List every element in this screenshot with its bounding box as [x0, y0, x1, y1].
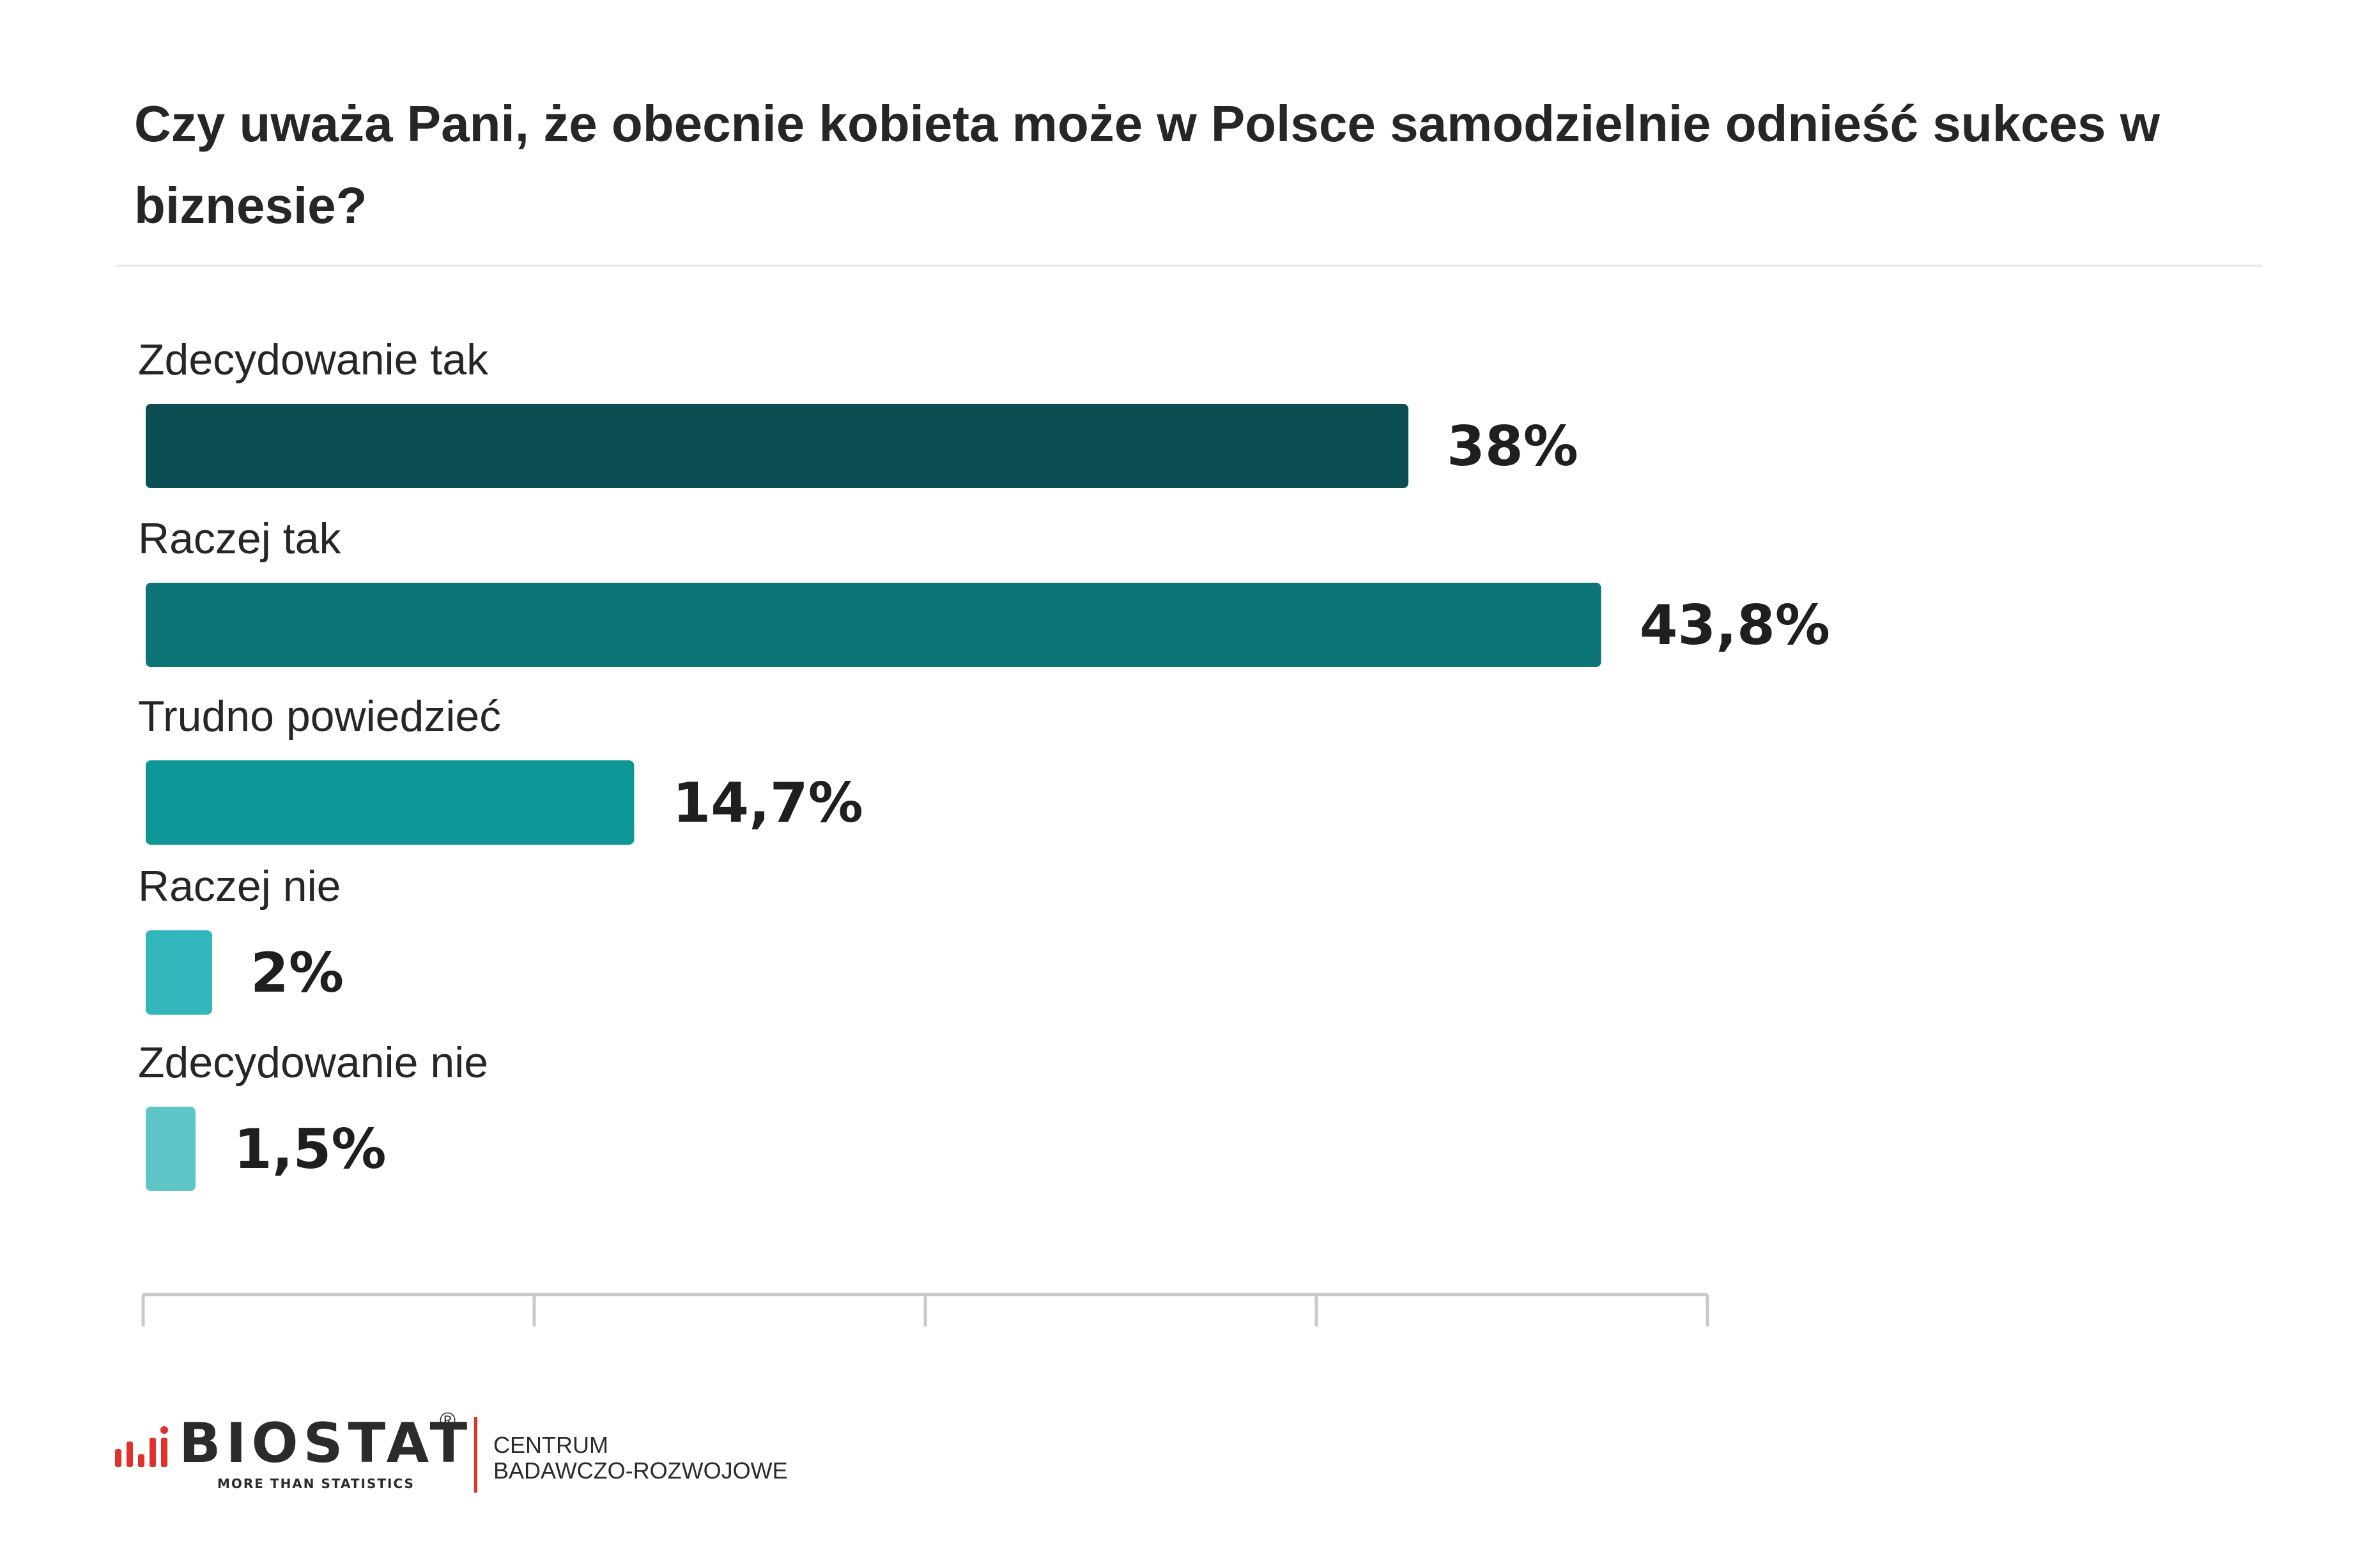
data-label: 2% — [250, 941, 344, 1005]
footer-logo: BIOSTAT ® MORE THAN STATISTICS CENTRUM B… — [115, 1406, 882, 1502]
chart-title: Czy uważa Pani, że obecnie kobieta może … — [134, 95, 2160, 234]
bar — [146, 760, 635, 845]
bar — [146, 404, 1408, 488]
footer-divider — [474, 1417, 477, 1493]
bar — [146, 1107, 196, 1191]
category-label: Zdecydowanie nie — [138, 1038, 488, 1087]
title-divider — [115, 265, 2262, 267]
category-label: Raczej tak — [138, 514, 341, 563]
brand-name: BIOSTAT — [179, 1411, 473, 1475]
brand-subtitle-line1: CENTRUM — [493, 1432, 608, 1458]
category-label: Zdecydowanie tak — [138, 335, 489, 384]
data-label: 38% — [1447, 415, 1578, 479]
registered-mark: ® — [440, 1408, 456, 1433]
data-label: 1,5% — [234, 1118, 387, 1181]
data-label: 43,8% — [1640, 594, 1830, 657]
logo-bars-icon — [115, 1426, 168, 1467]
bar — [146, 583, 1601, 667]
brand-subtitle: CENTRUM BADAWCZO-ROZWOJOWE — [493, 1433, 788, 1484]
category-label: Raczej nie — [138, 862, 341, 911]
brand-tagline: MORE THAN STATISTICS — [217, 1476, 415, 1491]
data-label: 14,7% — [672, 771, 863, 835]
brand-subtitle-line2: BADAWCZO-ROZWOJOWE — [493, 1457, 788, 1484]
category-label: Trudno powiedzieć — [138, 692, 501, 741]
bar-chart: Zdecydowanie tak 38% Raczej tak 43,8% Trudno… — [138, 335, 1830, 1326]
bar — [146, 930, 212, 1015]
